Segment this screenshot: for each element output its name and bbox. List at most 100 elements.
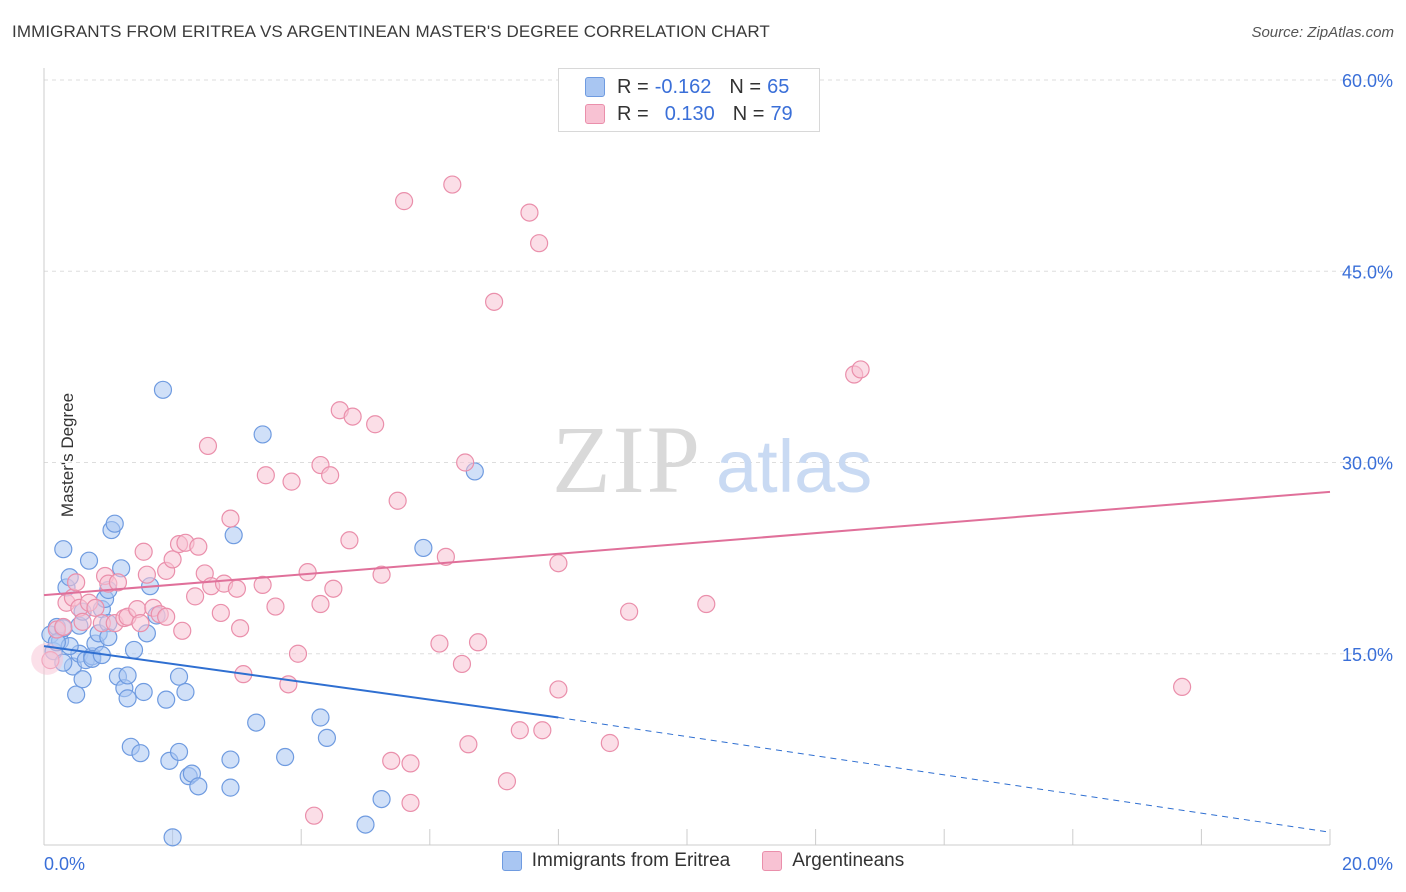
r-label: R = <box>617 102 649 125</box>
y-tick-label: 30.0% <box>1342 454 1393 474</box>
argentinean-point <box>227 579 246 598</box>
y-tick-label: 45.0% <box>1342 262 1393 282</box>
stats-legend: R = -0.162 N = 65 R = 0.130 N = 79 <box>558 68 820 132</box>
legend-item-argentineans[interactable]: Argentineans <box>762 850 904 872</box>
eritrea-point <box>118 689 137 708</box>
eritrea-trend-line <box>43 645 559 719</box>
stats-legend-row-eritrea: R = -0.162 N = 65 <box>585 75 789 99</box>
legend-label: Immigrants from Eritrea <box>531 850 731 871</box>
eritrea-point <box>224 526 243 545</box>
legend-swatch-eritrea <box>501 851 522 871</box>
argentinean-point <box>253 575 272 595</box>
tick-labels: 15.0% 30.0% 45.0% 60.0% 0.0% 20.0% <box>44 71 1393 874</box>
argentinean-point <box>372 565 391 584</box>
argentinean-point <box>549 680 568 699</box>
watermark-zip: ZIP <box>552 406 702 513</box>
argentinean-point <box>266 597 285 616</box>
argentinean-point <box>851 360 870 379</box>
eritrea-point <box>79 551 99 570</box>
eritrea-point <box>169 667 189 686</box>
argentinean-point <box>231 619 250 638</box>
argentinean-point <box>485 292 504 311</box>
argentinean-point <box>288 644 308 663</box>
argentinean-point <box>456 453 475 472</box>
eritrea-point <box>356 815 375 834</box>
argentinean-point <box>186 587 205 606</box>
x-tick-label: 0.0% <box>44 854 85 874</box>
eritrea-point <box>311 708 330 727</box>
series-legend: Immigrants from Eritrea Argentineans <box>0 850 1406 872</box>
eritrea-point <box>221 750 240 769</box>
argentinean-point <box>382 751 401 770</box>
data-points <box>31 175 1192 847</box>
argentinean-point <box>549 554 568 573</box>
r-value: -0.162 <box>654 75 712 98</box>
grid-lines <box>44 79 1394 655</box>
argentinean-point <box>1173 677 1192 697</box>
eritrea-point <box>317 728 337 748</box>
argentinean-point <box>173 621 192 640</box>
eritrea-point <box>134 682 153 702</box>
n-label: N = <box>729 75 762 98</box>
argentinean-point <box>163 550 182 569</box>
axes <box>43 68 1331 846</box>
argentinean-point <box>530 234 549 253</box>
argentinean-point <box>304 806 324 825</box>
watermark-atlas: atlas <box>716 425 872 508</box>
argentinean-point <box>394 192 414 211</box>
eritrea-point <box>189 777 208 796</box>
eritrea-point <box>276 747 295 767</box>
argentinean-point <box>366 415 385 434</box>
argentinean-point <box>73 612 92 631</box>
argentinean-point <box>340 531 359 550</box>
eritrea-point <box>169 742 189 762</box>
argentinean-point <box>54 617 73 637</box>
argentinean-point <box>67 573 86 592</box>
argentinean-point <box>430 634 449 653</box>
legend-swatch-argentineans <box>585 104 605 124</box>
eritrea-point <box>176 682 195 702</box>
y-tick-label: 60.0% <box>1342 71 1393 91</box>
argentinean-point <box>520 203 539 222</box>
eritrea-point <box>124 640 144 660</box>
eritrea-point <box>67 685 86 704</box>
eritrea-point <box>253 425 272 444</box>
argentinean-point <box>452 654 472 674</box>
eritrea-point <box>157 690 176 709</box>
argentinean-point <box>86 598 105 617</box>
eritrea-point <box>163 828 182 847</box>
argentinean-point <box>620 602 639 621</box>
argentinean-point <box>137 565 156 584</box>
legend-swatch-eritrea <box>585 77 605 97</box>
argentinean-point <box>510 721 529 740</box>
argentinean-point <box>401 793 420 813</box>
argentinean-point <box>157 607 176 626</box>
argentinean-point <box>298 563 317 582</box>
argentinean-point <box>401 754 420 773</box>
legend-label: Argentineans <box>792 850 905 871</box>
argentinean-point <box>533 721 552 740</box>
x-tick-label: 20.0% <box>1342 854 1393 874</box>
watermark: ZIP atlas <box>552 406 872 513</box>
n-label: N = <box>732 102 765 125</box>
argentinean-point <box>443 175 462 194</box>
chart-title: IMMIGRANTS FROM ERITREA VS ARGENTINEAN M… <box>12 22 770 41</box>
argentinean-point <box>468 633 488 652</box>
eritrea-point <box>153 380 173 399</box>
argentinean-point <box>324 579 343 598</box>
argentinean-point <box>321 466 340 485</box>
eritrea-point <box>118 666 137 685</box>
argentinean-point <box>436 547 455 566</box>
eritrea-point <box>105 514 124 533</box>
eritrea-point <box>247 713 266 732</box>
argentinean-trend-line <box>43 490 1331 597</box>
argentinean-point <box>697 594 716 614</box>
eritrea-point <box>54 540 73 559</box>
argentinean-point <box>221 509 240 528</box>
eritrea-point <box>221 778 240 797</box>
argentinean-point <box>388 491 407 510</box>
legend-item-eritrea[interactable]: Immigrants from Eritrea <box>501 850 731 872</box>
legend-swatch-argentineans <box>762 851 783 871</box>
source-credit: Source: ZipAtlas.com <box>1251 24 1394 41</box>
